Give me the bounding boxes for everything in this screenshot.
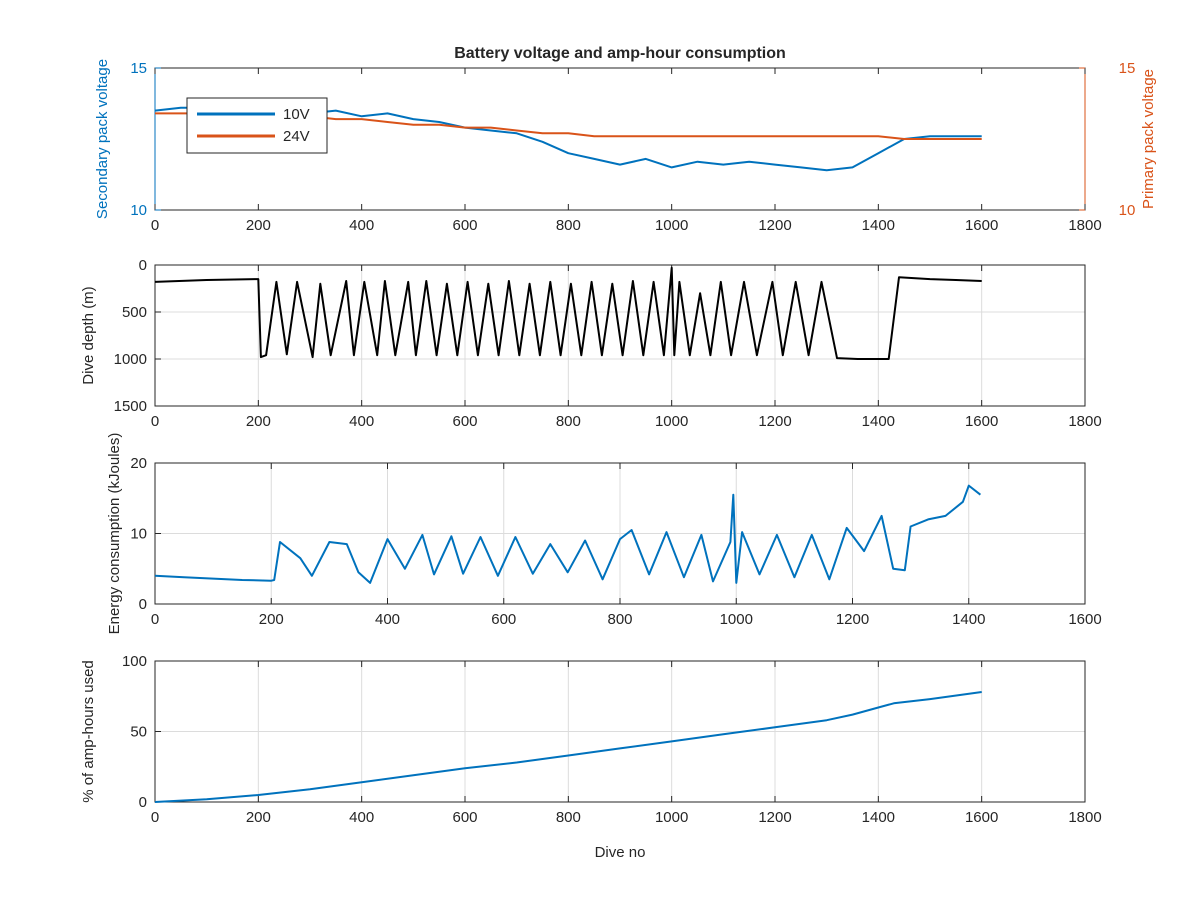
y-axis-label-right: Primary pack voltage <box>1140 69 1157 209</box>
x-tick-label: 200 <box>246 809 271 826</box>
chart-panel-3: 0 200 400 600 800 1000 1200 1400 1600 0 10 20 Energy… <box>106 433 1102 635</box>
y-axis-label: Dive depth (m) <box>80 286 97 384</box>
y-tick-label: 50 <box>130 724 147 741</box>
series-line-1 <box>154 691 982 803</box>
y-right-tick-label: 10 <box>1119 202 1136 219</box>
x-tick-label: 600 <box>452 413 477 430</box>
x-tick-label: 1000 <box>655 809 688 826</box>
x-axis-label: Dive no <box>595 844 646 861</box>
legend-box <box>186 97 328 154</box>
x-tick-label: 800 <box>556 217 581 234</box>
x-tick-label: 1800 <box>1068 413 1101 430</box>
x-tick-label: 0 <box>151 413 159 430</box>
x-tick-label: 1800 <box>1068 809 1101 826</box>
x-tick-label: 1400 <box>952 611 985 628</box>
y-right-tick-label: 15 <box>1119 60 1136 77</box>
x-tick-label: 1200 <box>758 809 791 826</box>
x-tick-label: 1600 <box>965 413 998 430</box>
x-tick-label: 400 <box>349 413 374 430</box>
x-tick-label: 1000 <box>720 611 753 628</box>
x-tick-label: 800 <box>556 413 581 430</box>
y-tick-label: 500 <box>122 304 147 321</box>
x-tick-label: 1800 <box>1068 217 1101 234</box>
x-tick-label: 800 <box>556 809 581 826</box>
x-tick-label: 1000 <box>655 413 688 430</box>
y-tick-label: 10 <box>130 526 147 543</box>
x-tick-label: 1400 <box>862 217 895 234</box>
x-tick-label: 0 <box>151 217 159 234</box>
y-tick-label: 100 <box>122 653 147 670</box>
legend-label-24v: 24V <box>283 128 310 145</box>
y-tick-label: 1000 <box>114 351 147 368</box>
x-tick-label: 400 <box>349 809 374 826</box>
x-tick-label: 0 <box>151 611 159 628</box>
x-tick-label: 1400 <box>862 809 895 826</box>
x-tick-label: 1000 <box>655 217 688 234</box>
x-tick-label: 1200 <box>758 217 791 234</box>
x-tick-label: 1400 <box>862 413 895 430</box>
x-tick-label: 400 <box>349 217 374 234</box>
legend-label-10v: 10V <box>283 106 310 123</box>
y-tick-label: 20 <box>130 455 147 472</box>
x-tick-label: 200 <box>246 413 271 430</box>
x-tick-label: 600 <box>452 809 477 826</box>
chart-title: Battery voltage and amp-hour consumption <box>454 45 786 62</box>
y-axis-label: Secondary pack voltage <box>94 59 111 219</box>
y-tick-label: 1500 <box>114 398 147 415</box>
x-tick-label: 1200 <box>836 611 869 628</box>
y-axis-label: Energy consumption (kJoules) <box>106 433 123 635</box>
y-tick-label: 15 <box>130 60 147 77</box>
y-tick-label: 0 <box>139 257 147 274</box>
x-tick-label: 600 <box>452 217 477 234</box>
x-tick-label: 200 <box>259 611 284 628</box>
chart-panel-1: 0 200 400 600 800 1000 1200 1400 1600 1800 10 15 10 1… <box>94 45 1157 234</box>
x-tick-label: 1200 <box>758 413 791 430</box>
x-tick-label: 800 <box>607 611 632 628</box>
y-tick-label: 0 <box>139 794 147 811</box>
x-tick-label: 200 <box>246 217 271 234</box>
chart-panel-4: 0 200 400 600 800 1000 1200 1400 1600 1800 0 50 100%… <box>80 653 1102 861</box>
chart-panel-2: 0 200 400 600 800 1000 1200 1400 1600 1800 0 500 100… <box>80 257 1102 430</box>
y-tick-label: 0 <box>139 596 147 613</box>
x-tick-label: 600 <box>491 611 516 628</box>
x-tick-label: 1600 <box>965 217 998 234</box>
series-line-1 <box>154 484 982 584</box>
x-tick-label: 1600 <box>1068 611 1101 628</box>
x-tick-label: 1600 <box>965 809 998 826</box>
x-tick-label: 0 <box>151 809 159 826</box>
x-tick-label: 400 <box>375 611 400 628</box>
series-line-1 <box>154 266 982 360</box>
axes-box <box>154 264 1086 407</box>
y-tick-label: 10 <box>130 202 147 219</box>
y-axis-label: % of amp-hours used <box>80 660 97 803</box>
